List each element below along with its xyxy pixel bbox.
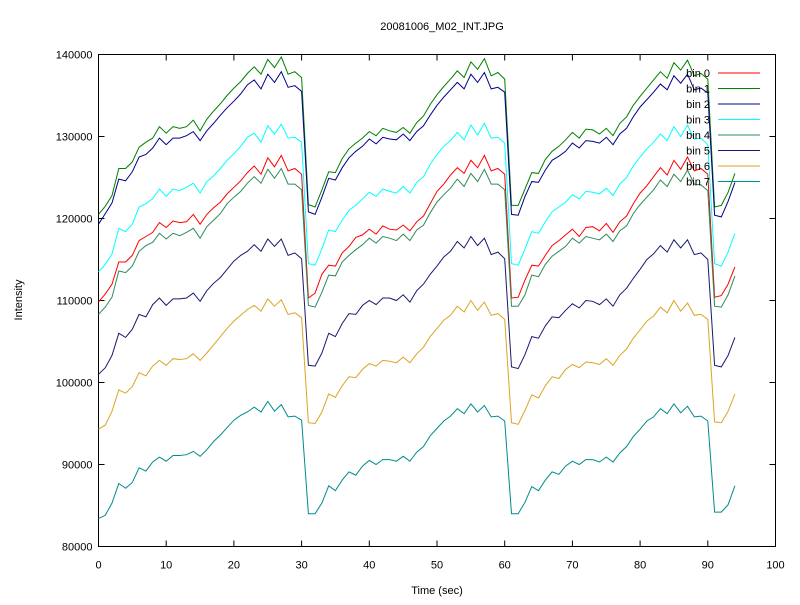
- series-line-bin-5: [98, 235, 736, 375]
- y-tick-label: 130000: [56, 132, 93, 144]
- series-line-bin-0: [98, 154, 736, 303]
- x-tick-label: 0: [95, 560, 101, 572]
- x-tick-label: 60: [499, 560, 511, 572]
- x-tick-label: 30: [295, 560, 307, 572]
- legend: bin 0 bin 1 bin 2 bin 3 bin 4 bin 5 bin 6 bin 7: [686, 68, 760, 189]
- chart-title: 20081006_M02_INT.JPG: [380, 21, 504, 33]
- x-tick-label: 10: [160, 560, 172, 572]
- x-tick-label: 70: [566, 560, 578, 572]
- legend-label: bin 3: [686, 115, 710, 127]
- legend-label: bin 6: [686, 161, 710, 173]
- series-line-bin-6: [98, 298, 736, 430]
- y-tick-label: 140000: [56, 50, 93, 62]
- legend-label: bin 1: [686, 84, 710, 96]
- x-tick-label: 20: [228, 560, 240, 572]
- series-line-bin-7: [98, 400, 736, 520]
- series-line-bin-1: [98, 55, 736, 215]
- axis-ticks: 0 10 20 30 40 50 60 70 80 90 100 80000 90000 100000 11…: [56, 50, 785, 572]
- x-tick-label: 80: [634, 560, 646, 572]
- x-tick-label: 100: [766, 560, 784, 572]
- legend-label: bin 7: [686, 177, 710, 189]
- y-axis-label: Intensity: [13, 279, 25, 320]
- series-line-bin-3: [98, 122, 736, 273]
- y-tick-label: 80000: [62, 542, 93, 554]
- y-tick-label: 110000: [57, 296, 93, 308]
- x-axis-label: Time (sec): [411, 585, 463, 597]
- legend-label: bin 0: [686, 68, 710, 80]
- legend-label: bin 2: [686, 99, 710, 111]
- y-tick-label: 100000: [56, 378, 93, 390]
- series-lines: [98, 55, 736, 520]
- legend-label: bin 5: [686, 146, 710, 158]
- x-tick-label: 90: [702, 560, 714, 572]
- series-line-bin-4: [98, 167, 736, 315]
- series-line-bin-2: [98, 70, 736, 225]
- x-tick-label: 40: [363, 560, 375, 572]
- legend-label: bin 4: [686, 130, 710, 142]
- y-tick-label: 90000: [62, 460, 93, 472]
- y-tick-label: 120000: [56, 214, 93, 226]
- x-tick-label: 50: [431, 560, 443, 572]
